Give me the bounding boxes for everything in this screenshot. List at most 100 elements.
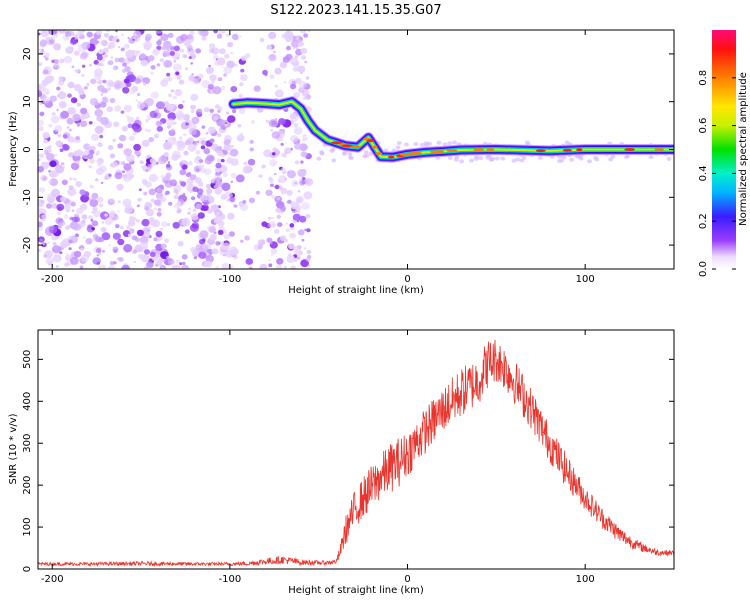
noise-speckle	[133, 143, 142, 151]
noise-speckle	[64, 225, 71, 231]
noise-speckle	[53, 59, 59, 64]
snr-series-line	[38, 339, 674, 568]
noise-speckle	[219, 171, 223, 174]
noise-speckle	[56, 86, 61, 91]
noise-speckle	[216, 57, 226, 66]
noise-speckle	[127, 233, 132, 237]
noise-speckle	[80, 254, 90, 262]
noise-speckle	[178, 75, 182, 79]
noise-speckle	[202, 205, 209, 211]
noise-speckle	[174, 89, 183, 97]
noise-speckle	[197, 73, 204, 80]
noise-speckle	[190, 93, 199, 101]
noise-speckle	[608, 157, 614, 162]
x-tick-label: -200	[41, 574, 64, 585]
noise-speckle	[48, 145, 52, 149]
noise-speckle	[128, 173, 135, 179]
noise-speckle	[59, 251, 63, 255]
noise-speckle	[107, 60, 114, 66]
noise-speckle	[122, 62, 127, 67]
signal-hotspot	[654, 148, 664, 151]
noise-speckle	[206, 154, 214, 162]
noise-speckle	[182, 261, 186, 265]
noise-speckle	[100, 117, 109, 125]
noise-speckle	[297, 65, 306, 73]
noise-speckle	[71, 216, 78, 223]
noise-speckle	[220, 158, 225, 163]
noise-speckle	[274, 118, 278, 121]
noise-speckle	[300, 151, 308, 158]
noise-speckle	[524, 140, 530, 145]
noise-speckle	[38, 199, 45, 208]
noise-speckle	[100, 181, 104, 185]
noise-speckle	[142, 139, 150, 147]
noise-speckle	[587, 159, 592, 164]
noise-speckle	[489, 157, 495, 162]
noise-speckle	[141, 218, 150, 227]
noise-speckle	[72, 113, 81, 122]
noise-speckle	[307, 30, 311, 33]
noise-speckle	[59, 58, 65, 64]
noise-speckle	[100, 87, 108, 94]
noise-speckle	[286, 254, 296, 263]
noise-speckle	[173, 194, 179, 200]
noise-speckle	[105, 30, 110, 33]
noise-speckle	[73, 250, 82, 258]
noise-speckle	[459, 159, 465, 164]
noise-speckle	[134, 149, 140, 155]
snr-x-label: Height of straight line (km)	[288, 585, 424, 596]
noise-speckle	[235, 174, 245, 183]
noise-speckle	[82, 236, 86, 239]
noise-speckle	[189, 189, 194, 193]
noise-speckle	[329, 148, 335, 153]
noise-speckle	[166, 72, 171, 77]
noise-speckle	[80, 247, 84, 251]
noise-speckle	[229, 148, 239, 157]
noise-speckle	[124, 205, 134, 213]
noise-speckle	[158, 156, 167, 165]
noise-speckle	[41, 242, 45, 246]
noise-speckle	[123, 104, 132, 113]
noise-speckle	[281, 33, 287, 39]
noise-speckle	[68, 236, 72, 240]
noise-speckle	[306, 228, 311, 233]
noise-speckle	[167, 32, 174, 39]
noise-speckle	[128, 135, 135, 141]
noise-speckle	[82, 64, 86, 68]
y-tick-label: -10	[22, 189, 33, 205]
noise-speckle	[209, 74, 217, 82]
noise-speckle	[80, 107, 88, 115]
noise-speckle	[271, 194, 276, 199]
noise-speckle	[62, 143, 69, 150]
noise-speckle	[289, 112, 297, 120]
noise-speckle	[60, 110, 69, 119]
noise-speckle	[163, 152, 169, 157]
noise-speckle	[42, 176, 47, 181]
noise-speckle	[123, 148, 133, 157]
noise-speckle	[100, 226, 107, 233]
noise-speckle	[159, 227, 164, 231]
y-tick-label: -20	[22, 237, 33, 253]
noise-speckle	[108, 244, 111, 247]
noise-speckle	[178, 220, 182, 224]
noise-speckle	[138, 188, 142, 192]
noise-speckle	[238, 108, 246, 114]
noise-speckle	[225, 33, 230, 37]
noise-speckle	[140, 254, 150, 263]
noise-speckle	[145, 156, 149, 159]
x-tick-label: 100	[576, 274, 595, 285]
noise-speckle	[172, 95, 177, 100]
noise-speckle	[292, 66, 299, 72]
noise-speckle	[128, 228, 135, 234]
noise-speckle	[121, 170, 125, 174]
noise-speckle	[280, 235, 287, 242]
noise-speckle	[226, 198, 230, 202]
noise-speckle	[103, 33, 109, 38]
noise-speckle	[298, 87, 305, 93]
noise-speckle	[59, 148, 64, 152]
noise-speckle	[187, 211, 191, 215]
y-tick-label: 0	[22, 146, 33, 152]
noise-speckle	[271, 217, 274, 220]
noise-speckle	[39, 102, 43, 105]
noise-speckle	[119, 225, 124, 230]
